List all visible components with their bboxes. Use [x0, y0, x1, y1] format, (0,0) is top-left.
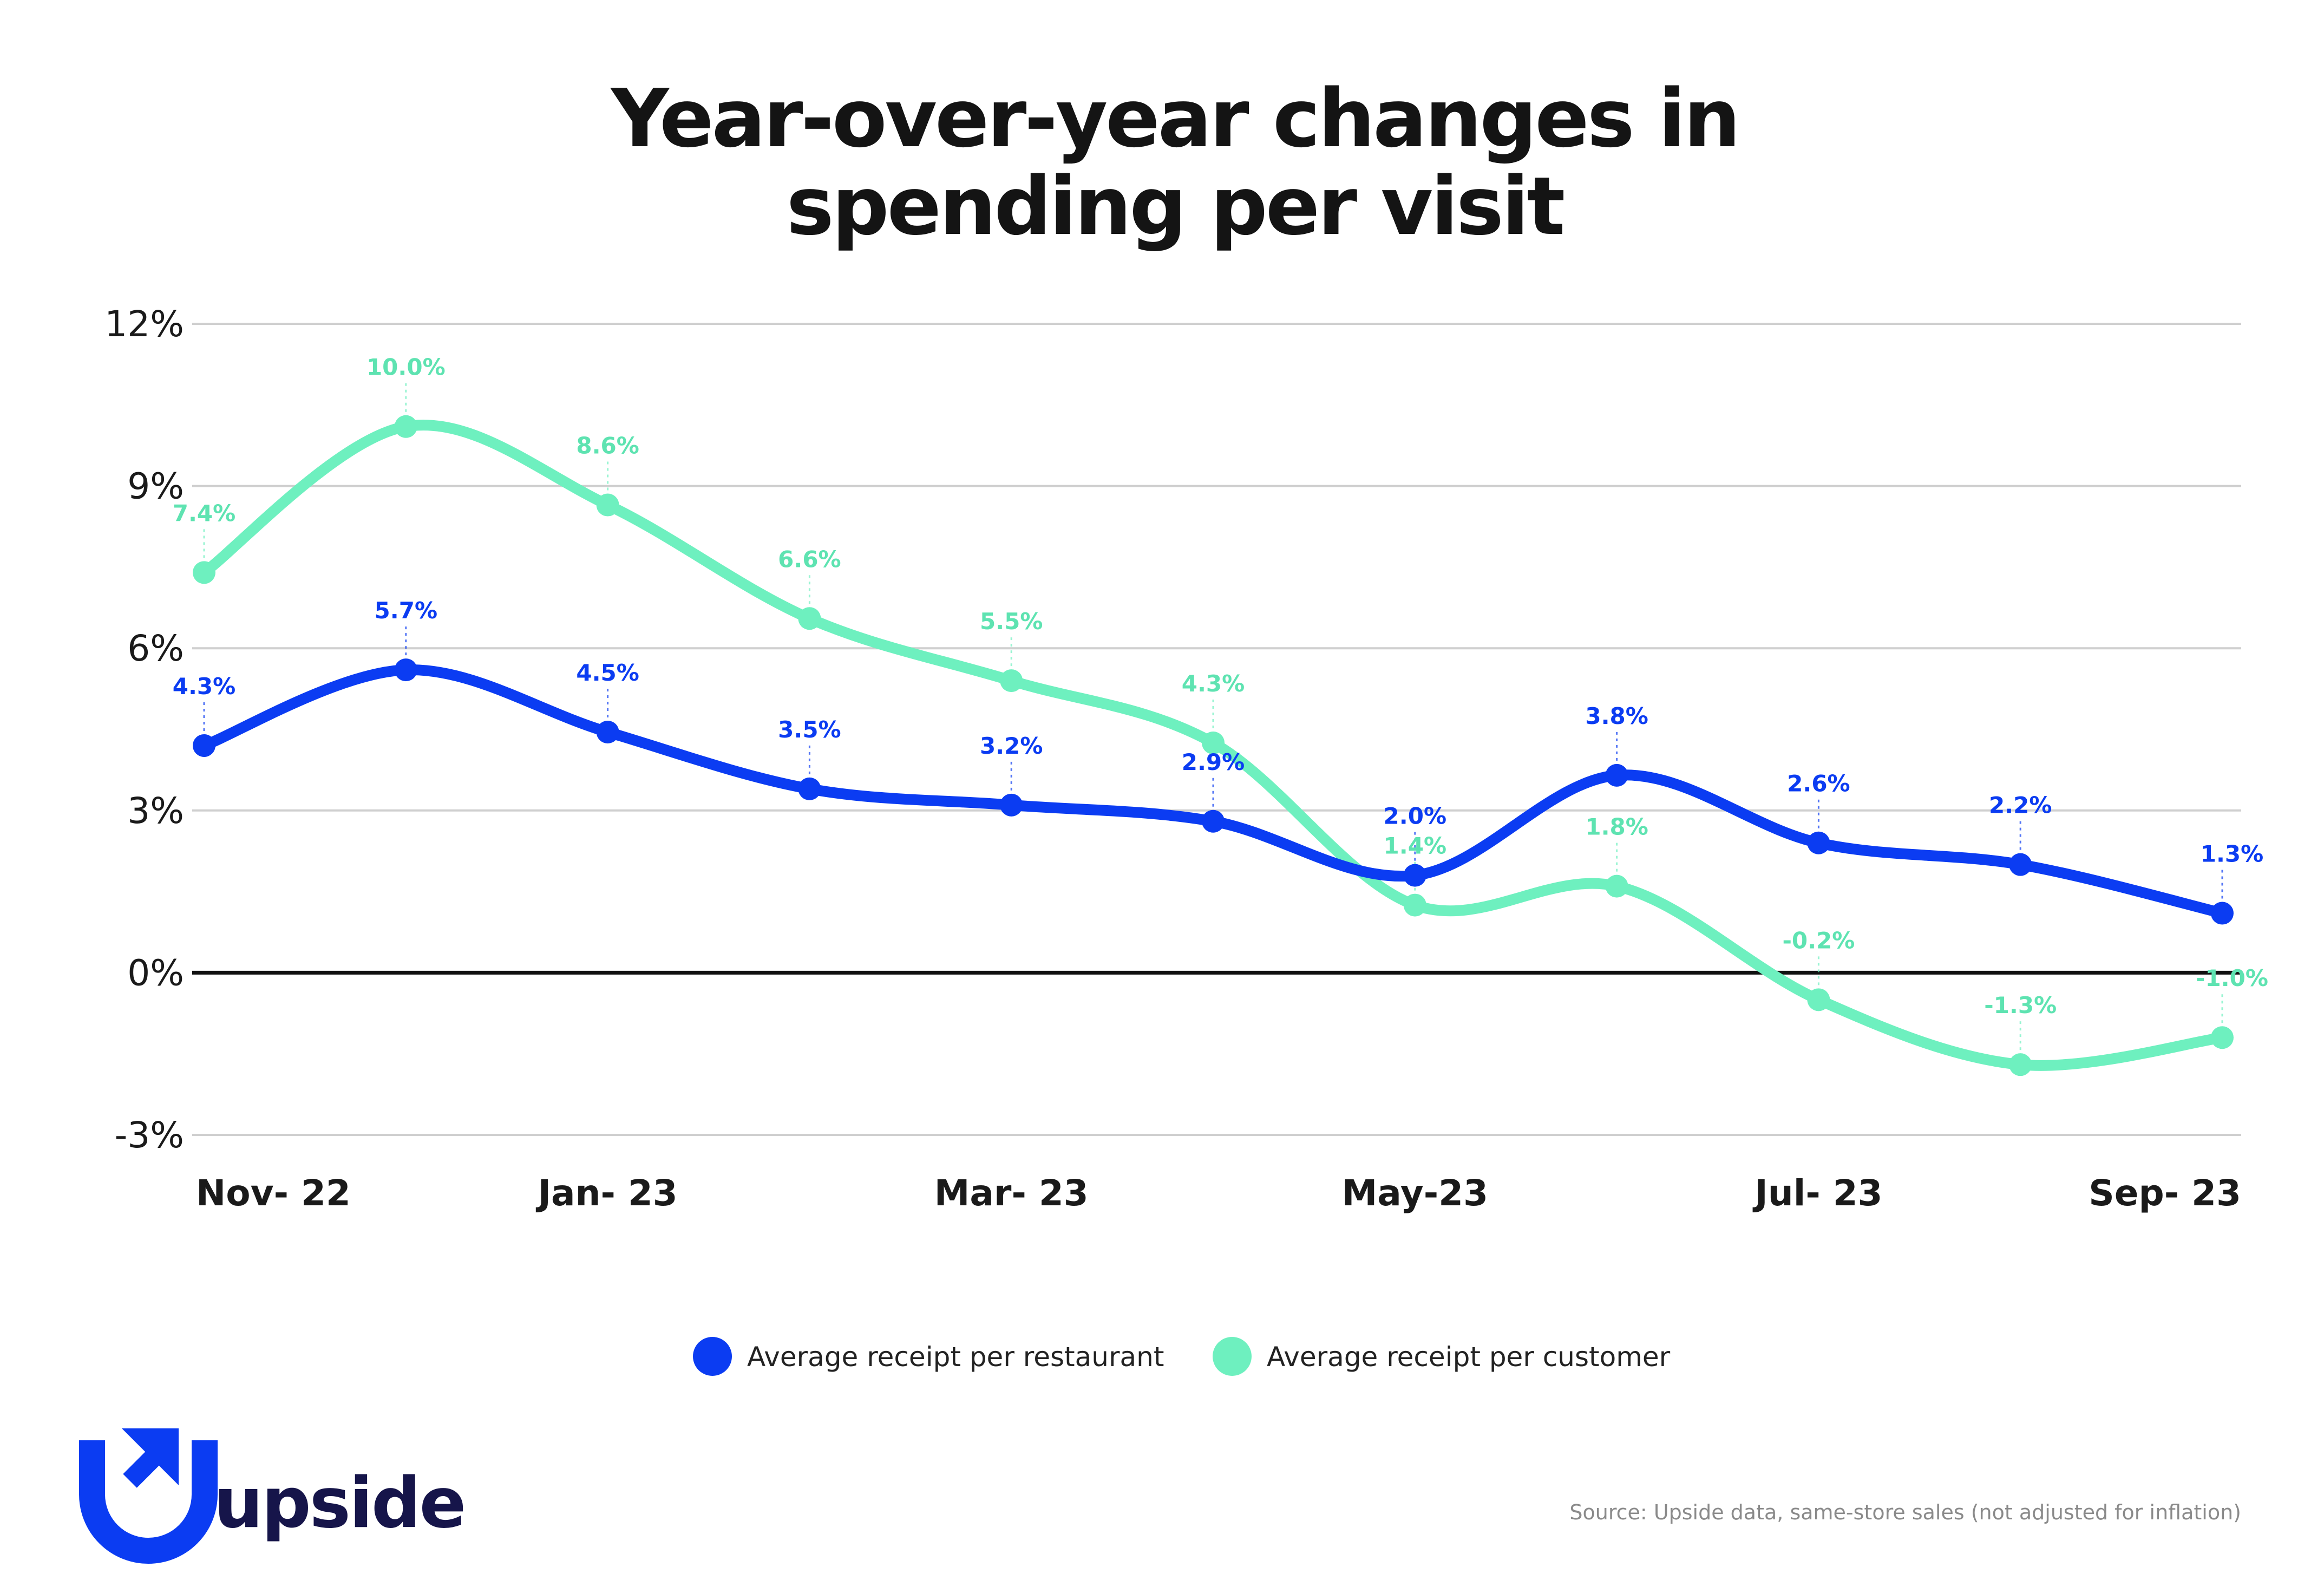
data-label-restaurant: 3.8% — [1585, 703, 1648, 729]
y-tick-label: 0% — [127, 952, 184, 994]
data-label-customer: -0.2% — [1782, 927, 1855, 954]
data-label-restaurant: 3.2% — [980, 733, 1043, 759]
data-label-customer: 7.4% — [173, 500, 235, 526]
data-label-restaurant: 3.5% — [778, 716, 841, 743]
legend-marker-customer — [1213, 1337, 1252, 1376]
data-point-customer — [1000, 669, 1023, 693]
data-point-customer — [1807, 988, 1830, 1011]
data-point-customer — [596, 493, 619, 517]
data-point-restaurant — [1807, 831, 1830, 854]
legend-label-restaurant: Average receipt per restaurant — [747, 1341, 1164, 1373]
grid-lines — [192, 323, 2241, 1136]
data-label-restaurant: 5.7% — [375, 597, 437, 624]
data-label-customer: 8.6% — [576, 433, 639, 459]
data-point-customer — [2211, 1026, 2234, 1049]
data-label-restaurant: 1.3% — [2201, 841, 2263, 867]
upside-logo-wordmark: upside — [214, 1463, 464, 1544]
data-label-restaurant: 4.5% — [576, 660, 639, 686]
x-tick-label: May-23 — [1342, 1172, 1488, 1214]
data-label-restaurant: 2.9% — [1182, 749, 1245, 775]
y-axis: 12% 9% 6% 3% 0% -3% — [104, 303, 184, 1156]
y-tick-label: 9% — [127, 466, 184, 507]
data-label-restaurant: 2.6% — [1787, 771, 1850, 797]
data-point-customer — [193, 561, 215, 584]
data-point-restaurant — [1403, 864, 1426, 887]
data-label-customer: 5.5% — [980, 608, 1043, 635]
chart-title-line-2: spending per visit — [787, 160, 1564, 253]
data-points — [193, 415, 2234, 1076]
data-point-customer — [1202, 731, 1225, 754]
data-label-customer: -1.3% — [1984, 992, 2057, 1018]
y-tick-label: 6% — [127, 628, 184, 669]
data-point-restaurant — [1605, 763, 1628, 787]
data-label-restaurant: 4.3% — [173, 673, 235, 700]
data-point-restaurant — [2211, 902, 2234, 925]
data-point-restaurant — [596, 720, 619, 743]
data-point-restaurant — [1202, 809, 1225, 833]
data-label-customer: 10.0% — [366, 354, 446, 381]
data-label-customer: -1.0% — [2196, 965, 2268, 991]
x-tick-label: Nov- 22 — [196, 1172, 351, 1214]
x-tick-label: Jul- 23 — [1752, 1172, 1882, 1214]
data-label-customer: 1.8% — [1585, 814, 1648, 840]
x-tick-label: Mar- 23 — [934, 1172, 1089, 1214]
legend-marker-restaurant — [693, 1337, 732, 1376]
data-point-customer — [394, 415, 417, 438]
data-point-customer — [1403, 893, 1426, 917]
data-label-restaurant: 2.2% — [1989, 792, 2052, 819]
x-tick-label: Sep- 23 — [2089, 1172, 2241, 1214]
source-note: Source: Upside data, same-store sales (n… — [1569, 1500, 2241, 1524]
data-label-customer: 1.4% — [1384, 833, 1446, 859]
data-label-restaurant: 2.0% — [1384, 803, 1446, 830]
data-point-restaurant — [394, 658, 417, 682]
upside-logo-icon — [79, 1428, 218, 1564]
chart-title-line-1: Year-over-year changes in — [610, 72, 1739, 165]
data-point-restaurant — [798, 777, 821, 800]
data-label-customer: 6.6% — [778, 546, 841, 572]
y-tick-label: 12% — [104, 303, 184, 345]
y-tick-label: 3% — [127, 790, 184, 832]
data-point-customer — [798, 607, 821, 630]
label-leader-lines — [203, 383, 2223, 1051]
data-point-restaurant — [193, 734, 215, 757]
data-point-restaurant — [1000, 793, 1023, 817]
data-point-customer — [2009, 1053, 2032, 1076]
data-point-customer — [1605, 874, 1628, 898]
legend-label-customer: Average receipt per customer — [1267, 1341, 1671, 1373]
upside-logo: upside — [79, 1428, 466, 1564]
y-tick-label: -3% — [114, 1114, 184, 1156]
x-tick-label: Jan- 23 — [535, 1172, 677, 1214]
data-labels: 7.4% 10.0% 8.6% 6.6% 5.5% 4.3% 1.4% 1.8% -0.2% -1… — [173, 354, 2268, 1018]
data-point-restaurant — [2009, 853, 2032, 876]
legend: Average receipt per restaurant Average r… — [693, 1337, 1671, 1376]
data-label-customer: 4.3% — [1182, 670, 1245, 697]
x-axis: Nov- 22 Jan- 23 Mar- 23 May-23 Jul- 23 Sep- 2… — [196, 1172, 2241, 1214]
